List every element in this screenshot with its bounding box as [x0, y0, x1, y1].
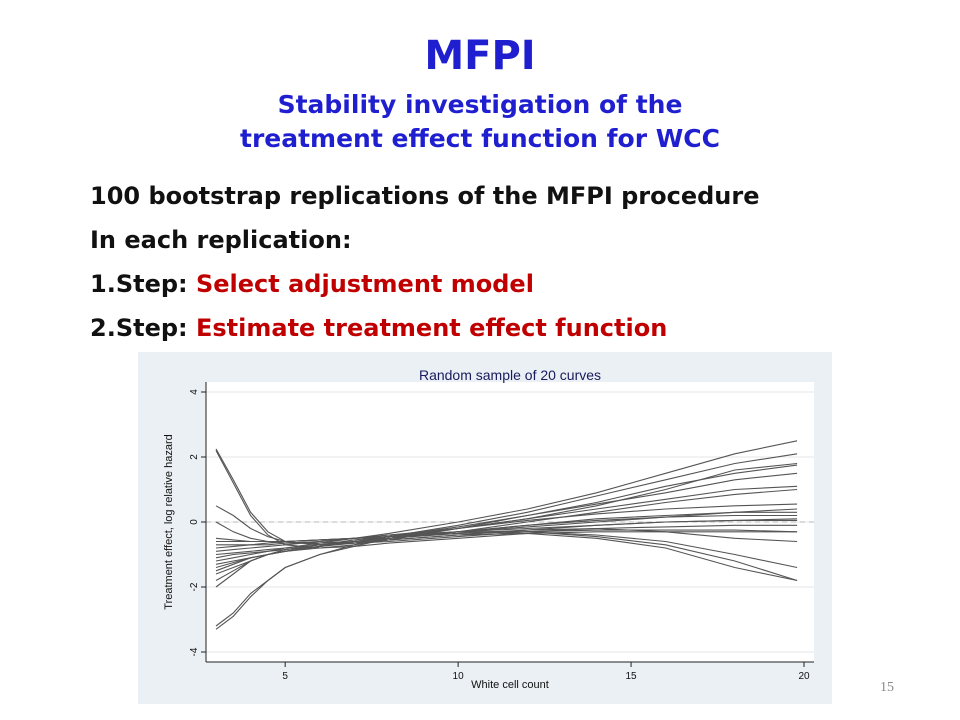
curve-18 — [215, 532, 798, 582]
curves — [215, 440, 798, 630]
y-tick-label-1: -2 — [189, 582, 200, 591]
body-line-text: In each replication: — [90, 226, 352, 254]
body-line-step-2: 2.Step: Estimate treatment effect functi… — [90, 306, 760, 350]
curve-16 — [215, 531, 798, 582]
body-line-text: 100 bootstrap replications of the MFPI p… — [90, 182, 760, 210]
y-axis-label: Treatment effect, log relative hazard — [163, 434, 175, 609]
chart-title: Random sample of 20 curves — [419, 367, 601, 383]
body-line-step-1: 1.Step: Select adjustment model — [90, 262, 760, 306]
step-2-label: 2.Step: — [90, 314, 196, 342]
curve-7 — [215, 488, 798, 546]
treatment-effect-chart: Random sample of 20 curves White cell co… — [138, 352, 832, 704]
step-1-label: 1.Step: — [90, 270, 196, 298]
chart-panel: Random sample of 20 curves White cell co… — [138, 352, 832, 704]
step-1-highlight: Select adjustment model — [195, 270, 534, 298]
step-2-highlight: Estimate treatment effect function — [195, 314, 668, 342]
y-tick-label-4: 4 — [189, 389, 200, 395]
y-tick-label-2: 0 — [189, 519, 200, 525]
subtitle-line-2: treatment effect function for WCC — [240, 124, 720, 153]
slide-body: 100 bootstrap replications of the MFPI p… — [90, 174, 760, 350]
y-tick-label-3: 2 — [189, 454, 200, 460]
x-axis-label: White cell count — [471, 679, 549, 691]
curve-9 — [215, 440, 798, 562]
axes: -4 -2 0 2 4 5 10 15 20 — [189, 382, 814, 682]
subtitle-line-1: Stability investigation of the — [277, 90, 683, 119]
slide-title: MFPI — [424, 33, 536, 79]
curve-17 — [216, 531, 798, 569]
curve-20 — [215, 503, 798, 569]
body-line-replication: In each replication: — [90, 218, 760, 262]
body-line-bootstrap: 100 bootstrap replications of the MFPI p… — [90, 174, 760, 218]
x-tick-label-0: 5 — [282, 671, 288, 682]
x-tick-label-3: 20 — [798, 671, 810, 682]
slide-subtitle: Stability investigation of the treatment… — [0, 88, 960, 156]
x-tick-label-1: 10 — [453, 671, 465, 682]
y-tick-label-0: -4 — [189, 647, 200, 656]
x-tick-label-2: 15 — [625, 671, 637, 682]
curve-19 — [215, 508, 798, 543]
page-number: 15 — [880, 680, 894, 695]
